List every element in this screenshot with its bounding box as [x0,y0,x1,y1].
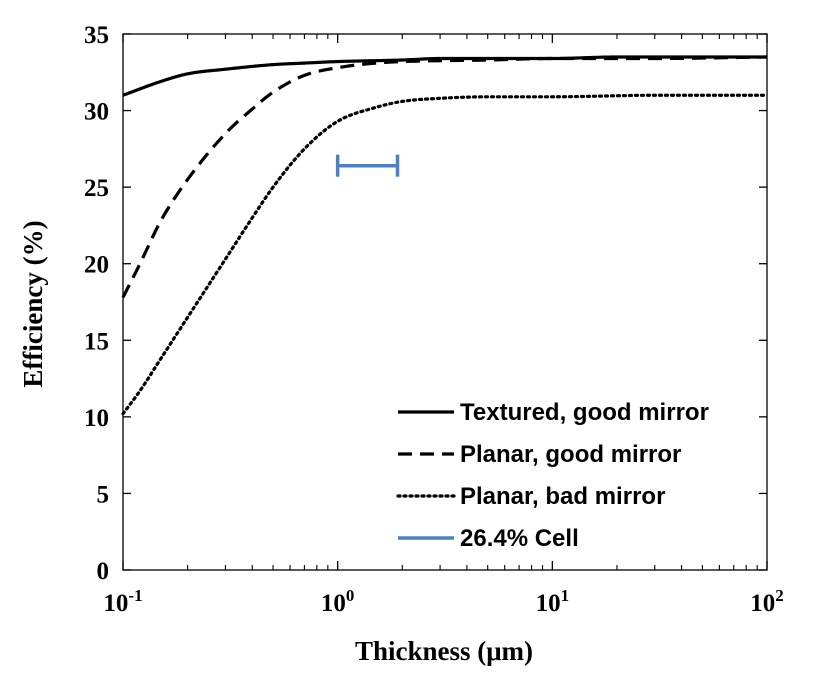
y-tick-label: 30 [84,99,109,126]
legend-label: Planar, bad mirror [460,483,665,510]
y-tick-label: 5 [97,481,110,508]
x-tick-labels: 10-1 100 101 102 [103,586,783,617]
legend-label: Planar, good mirror [460,441,681,468]
series-layer [121,55,769,416]
legend: Textured, good mirror Planar, good mirror… [396,399,709,552]
x-axis-title: Thickness (μm) [355,636,533,666]
legend-label: Textured, good mirror [460,399,709,426]
x-tick-label: 100 [321,586,355,617]
x-tick-label: 101 [536,586,570,617]
y-tick-label: 20 [84,252,109,279]
tick-marks [122,33,768,571]
y-axis-title: Efficiency (%) [18,220,48,387]
cell-marker-layer [335,154,400,177]
y-tick-label: 35 [84,22,109,49]
x-tick-label: 102 [750,586,784,617]
y-tick-label: 10 [84,405,109,432]
y-tick-labels: 0 5 10 15 20 25 30 35 [84,22,109,585]
series-line-planar-bad-mirror [121,93,769,416]
series-line-planar-good-mirror [121,55,768,299]
y-tick-label: 25 [84,175,109,202]
legend-label: 26.4% Cell [460,525,579,552]
x-tick-label: 10-1 [103,586,142,617]
y-tick-label: 15 [84,328,109,355]
y-tick-label: 0 [97,558,110,585]
plot-frame [122,33,768,571]
